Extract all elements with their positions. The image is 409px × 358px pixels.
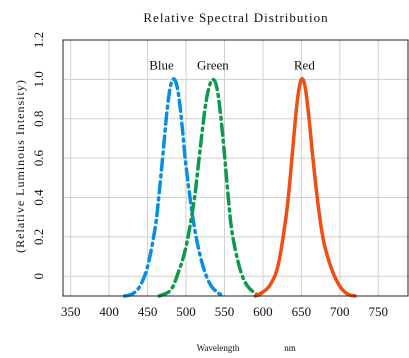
x-tick-label: 350	[61, 304, 81, 319]
series-labels: Blue Green Red	[149, 57, 315, 72]
chart-title: Relative Spectral Distribution	[143, 10, 328, 25]
x-axis-label: Wavelength nm	[197, 343, 296, 353]
series-line-green	[157, 77, 261, 298]
y-tick-label: 0.6	[31, 150, 46, 167]
series-label-red: Red	[294, 57, 315, 72]
x-tick-label: 600	[253, 304, 273, 319]
x-tick-label: 400	[99, 304, 119, 319]
y-axis-label: (Relative Luminous Intensity)	[13, 79, 27, 253]
x-tick-label: 750	[368, 304, 388, 319]
series-label-green: Green	[197, 57, 229, 72]
series-label-blue: Blue	[149, 57, 174, 72]
x-tick-label: 700	[330, 304, 350, 319]
tick-labels: 350 400 450 500 550 600 650 700 750 0 0.2 0.4 0.6 0.8…	[31, 32, 388, 319]
x-tick-label: 450	[138, 304, 158, 319]
x-axis-unit: nm	[284, 343, 296, 353]
y-tick-label: 0.8	[31, 111, 46, 127]
y-tick-label: 1.0	[31, 71, 46, 87]
plot-frame	[62, 39, 409, 297]
series-line-blue	[122, 77, 227, 298]
series-line-red	[253, 77, 357, 298]
y-tick-label: 0.4	[31, 189, 46, 206]
x-tick-label: 500	[176, 304, 196, 319]
x-tick-label: 550	[215, 304, 235, 319]
y-tick-label: 1.2	[31, 32, 46, 48]
x-tick-label: 650	[292, 304, 312, 319]
y-tick-label: 0.2	[31, 229, 46, 245]
y-tick-label: 0	[31, 273, 46, 280]
x-axis-label-text: Wavelength	[197, 343, 240, 353]
grid	[63, 39, 409, 296]
series-lines	[122, 77, 357, 298]
